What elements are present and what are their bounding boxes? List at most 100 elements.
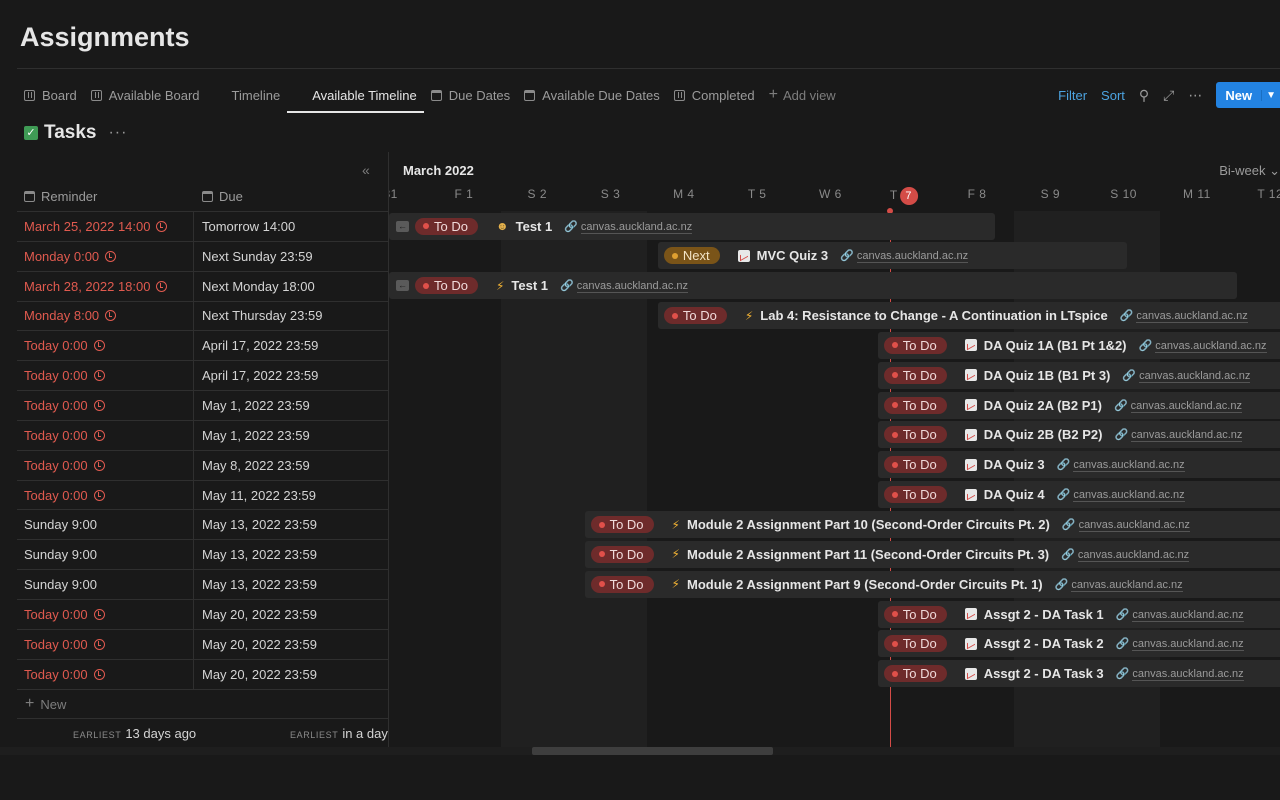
timeline-bar[interactable]: To Do DA Quiz 3 🔗 canvas.auckland.ac.nz [877, 451, 1280, 479]
task-link[interactable]: 🔗 canvas.auckland.ac.nz [1057, 458, 1185, 473]
reminder-cell[interactable]: Today 0:00 [17, 659, 194, 689]
task-link[interactable]: 🔗 canvas.auckland.ac.nz [1139, 339, 1267, 353]
table-row[interactable]: Monday 0:00 Next Sunday 23:59 [17, 240, 388, 271]
task-link[interactable]: 🔗 canvas.auckland.ac.nz [1120, 309, 1248, 324]
arrow-left-icon[interactable]: ← [396, 280, 409, 292]
tab-due-dates[interactable]: Due Dates [424, 78, 517, 112]
due-cell[interactable]: April 17, 2022 23:59 [194, 361, 388, 390]
reminder-cell[interactable]: Sunday 9:00 [17, 540, 194, 570]
due-cell[interactable]: May 13, 2022 23:59 [194, 570, 388, 599]
timeline-bar[interactable]: To Do ⚡ Module 2 Assignment Part 11 (Secon… [584, 540, 1280, 568]
filter-button[interactable]: Filter [1058, 87, 1088, 103]
reminder-cell[interactable]: Today 0:00 [17, 599, 194, 629]
tab-available-board[interactable]: Available Board [84, 78, 207, 112]
due-aggregate[interactable]: EARLIEST in a day [290, 726, 388, 741]
column-header-reminder[interactable]: Reminder [24, 182, 97, 211]
tab-board[interactable]: Board [17, 78, 84, 112]
tab-available-timeline[interactable]: Available Timeline [287, 78, 695, 253]
table-row[interactable]: Sunday 9:00 May 13, 2022 23:59 [17, 539, 388, 570]
due-cell[interactable]: Tomorrow 14:00 [194, 212, 388, 241]
reminder-cell[interactable]: Today 0:00 [17, 450, 194, 480]
chevron-down-icon[interactable]: ▼ [1261, 89, 1280, 101]
collapse-table-icon[interactable]: « [362, 162, 370, 178]
table-row[interactable]: Today 0:00 May 1, 2022 23:59 [17, 419, 388, 450]
reminder-cell[interactable]: Today 0:00 [17, 391, 194, 420]
table-row[interactable]: Today 0:00 April 17, 2022 23:59 [17, 360, 388, 391]
reminder-cell[interactable]: Today 0:00 [17, 480, 194, 510]
table-row[interactable]: March 28, 2022 18:00 Next Monday 18:00 [17, 270, 388, 301]
table-row[interactable]: Sunday 9:00 May 13, 2022 23:59 [17, 509, 388, 540]
timeline-bar[interactable]: To Do ⚡ Module 2 Assignment Part 10 (Secon… [584, 511, 1280, 538]
task-link[interactable]: 🔗 canvas.auckland.ac.nz [1122, 369, 1251, 383]
more-icon[interactable]: ··· [108, 124, 128, 141]
task-link[interactable]: 🔗 canvas.auckland.ac.nz [1116, 637, 1244, 652]
timeline-bar[interactable]: ← To Do ⚡ Test 1 🔗 canvas.auckland.ac.nz [389, 272, 1237, 300]
due-cell[interactable]: May 8, 2022 23:59 [194, 451, 388, 480]
due-cell[interactable]: May 11, 2022 23:59 [194, 481, 388, 510]
timeline-bar[interactable]: To Do DA Quiz 2B (B2 P2) 🔗 canvas.auckland.… [877, 421, 1280, 449]
table-row[interactable]: Today 0:00 May 20, 2022 23:59 [17, 598, 388, 629]
tab-completed[interactable]: Completed [667, 78, 762, 112]
task-link[interactable]: 🔗 canvas.auckland.ac.nz [1055, 578, 1183, 592]
more-icon[interactable]: ⋯ [1188, 86, 1203, 103]
due-cell[interactable]: May 20, 2022 23:59 [194, 600, 388, 629]
reminder-cell[interactable]: Today 0:00 [17, 629, 194, 659]
timeline-bar[interactable]: To Do ⚡ Lab 4: Resistance to Change - A Co… [657, 302, 1280, 330]
task-link[interactable]: 🔗 canvas.auckland.ac.nz [1057, 488, 1185, 503]
add-row-button[interactable]: + New [17, 689, 388, 718]
table-row[interactable]: Sunday 9:00 May 13, 2022 23:59 [17, 569, 388, 599]
reminder-cell[interactable]: Monday 8:00 [17, 301, 194, 331]
timeline-bar[interactable]: To Do DA Quiz 1B (B1 Pt 3) 🔗 canvas.aucklan… [877, 361, 1280, 389]
timeline-bar[interactable]: To Do Assgt 2 - DA Task 3 🔗 canvas.auckland… [877, 660, 1280, 688]
due-cell[interactable]: May 13, 2022 23:59 [194, 540, 388, 569]
timeline-bar[interactable]: To Do DA Quiz 1A (B1 Pt 1&2) 🔗 canvas.auckl… [877, 331, 1280, 359]
search-icon[interactable]: ⚲ [1138, 86, 1150, 103]
sort-button[interactable]: Sort [1101, 87, 1125, 103]
task-link[interactable]: 🔗 canvas.auckland.ac.nz [1116, 667, 1244, 682]
table-row[interactable]: Today 0:00 May 1, 2022 23:59 [17, 390, 388, 420]
reminder-cell[interactable]: Today 0:00 [17, 331, 194, 361]
tab-available-due-dates[interactable]: Available Due Dates [517, 78, 667, 112]
due-cell[interactable]: May 20, 2022 23:59 [194, 630, 388, 659]
new-button[interactable]: New ▼ [1216, 82, 1280, 108]
timeline-bar[interactable]: To Do DA Quiz 4 🔗 canvas.auckland.ac.nz [877, 481, 1280, 509]
timeline-bar[interactable]: To Do DA Quiz 2A (B2 P1) 🔗 canvas.auckland.… [877, 391, 1280, 419]
arrow-left-icon[interactable]: ← [396, 220, 409, 232]
column-header-due[interactable]: Due [202, 182, 243, 211]
tasks-title[interactable]: Tasks [44, 122, 97, 143]
task-link[interactable]: 🔗 canvas.auckland.ac.nz [1062, 518, 1190, 532]
task-link[interactable]: 🔗 canvas.auckland.ac.nz [564, 220, 693, 234]
reminder-cell[interactable]: March 28, 2022 18:00 [17, 271, 194, 301]
timeline-scale-select[interactable]: Bi-week ⌄ [1219, 163, 1280, 179]
table-row[interactable]: Today 0:00 April 17, 2022 23:59 [17, 330, 388, 361]
timeline-bar[interactable]: To Do Assgt 2 - DA Task 2 🔗 canvas.auckland… [877, 630, 1280, 658]
tab-add-view[interactable]: + Add view [762, 78, 843, 112]
task-link[interactable]: 🔗 canvas.auckland.ac.nz [1114, 399, 1242, 413]
table-row[interactable]: Today 0:00 May 11, 2022 23:59 [17, 479, 388, 510]
reminder-cell[interactable]: March 25, 2022 14:00 [17, 212, 194, 241]
reminder-aggregate[interactable]: EARLIEST 13 days ago [73, 726, 196, 741]
timeline-bar[interactable]: To Do ⚡ Module 2 Assignment Part 9 (Second… [584, 570, 1280, 598]
tab-timeline[interactable]: Timeline [207, 78, 614, 253]
expand-icon[interactable]: ⤢ [1163, 86, 1175, 103]
due-cell[interactable]: May 1, 2022 23:59 [194, 391, 388, 420]
reminder-cell[interactable]: Today 0:00 [17, 420, 194, 450]
due-cell[interactable]: Next Thursday 23:59 [194, 302, 388, 331]
task-link[interactable]: 🔗 canvas.auckland.ac.nz [1116, 608, 1244, 622]
reminder-cell[interactable]: Sunday 9:00 [17, 570, 194, 599]
due-cell[interactable]: April 17, 2022 23:59 [194, 331, 388, 360]
table-row[interactable]: Today 0:00 May 8, 2022 23:59 [17, 449, 388, 480]
table-row[interactable]: Today 0:00 May 20, 2022 23:59 [17, 658, 388, 689]
task-link[interactable]: 🔗 canvas.auckland.ac.nz [1114, 428, 1243, 443]
table-row[interactable]: March 25, 2022 14:00 Tomorrow 14:00 [17, 211, 388, 241]
table-row[interactable]: Today 0:00 May 20, 2022 23:59 [17, 628, 388, 659]
task-link[interactable]: 🔗 canvas.auckland.ac.nz [1061, 548, 1190, 562]
reminder-cell[interactable]: Sunday 9:00 [17, 510, 194, 540]
timeline-bar[interactable]: ← To Do ☻ Test 1 🔗 canvas.auckland.ac.nz [389, 212, 996, 240]
timeline-bar[interactable]: To Do Assgt 2 - DA Task 1 🔗 canvas.auckland… [877, 600, 1280, 628]
reminder-cell[interactable]: Today 0:00 [17, 361, 194, 391]
table-row[interactable]: Monday 8:00 Next Thursday 23:59 [17, 300, 388, 331]
timeline-bar[interactable]: Next MVC Quiz 3 🔗 canvas.auckland.ac.nz [657, 242, 1127, 270]
horizontal-scrollbar[interactable] [532, 747, 773, 755]
due-cell[interactable]: Next Monday 18:00 [194, 272, 388, 301]
